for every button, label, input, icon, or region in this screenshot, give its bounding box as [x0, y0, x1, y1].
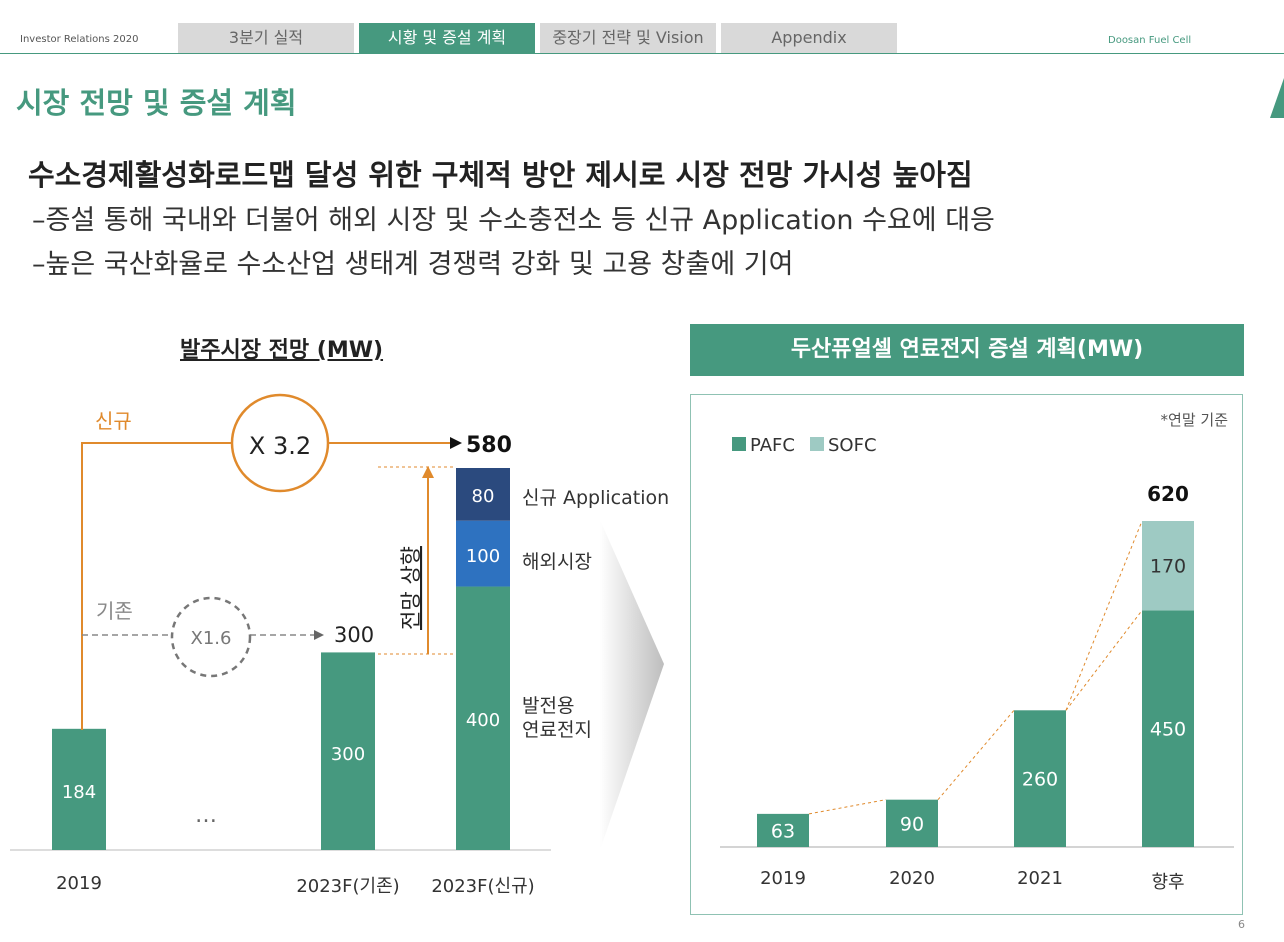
page-number: 6 — [1238, 918, 1245, 931]
label-power-fuel-cell: 발전용 연료전지 — [522, 695, 592, 741]
total-2023f-existing: 300 — [334, 623, 374, 647]
bars: 63 90 260 450 170 — [757, 521, 1194, 847]
right-chart-frame — [690, 394, 1243, 915]
bar-2023f-existing — [321, 652, 375, 850]
total-label-future: 620 — [1147, 482, 1189, 506]
bar-2023f-new-overseas — [456, 520, 510, 587]
bar-pafc-3 — [1142, 610, 1194, 847]
new-multiplier-circle — [230, 393, 330, 493]
new-arrow-head — [450, 437, 462, 449]
upward-arrow-head — [422, 466, 434, 478]
x-label-2023f-existing: 2023F(기존) — [296, 876, 399, 897]
bar-value-power: 400 — [466, 710, 500, 731]
label-overseas-market: 해외시장 — [522, 551, 592, 573]
connector-line-2 — [1065, 610, 1143, 711]
legend-sofc: SOFC — [828, 435, 877, 456]
connector-line-0 — [808, 799, 887, 815]
tab-q3-results[interactable]: 3분기 실적 — [178, 23, 354, 53]
connector-lines — [808, 520, 1143, 815]
bar-2019 — [52, 728, 106, 850]
bar-2023f-new-power — [456, 586, 510, 850]
market-outlook-chart: 184 300 400 100 80 300 580 2019 2023F(기존… — [10, 393, 669, 897]
existing-label: 기존 — [96, 599, 133, 623]
bullet-2: –높은 국산화율로 수소산업 생태계 경쟁력 강화 및 고용 창출에 기여 — [32, 249, 794, 280]
tab-market-expansion[interactable]: 시황 및 증설 계획 — [359, 23, 535, 53]
note: *연말 기준 — [1161, 411, 1229, 429]
tab-strategy-vision[interactable]: 중장기 전략 및 Vision — [540, 23, 716, 53]
x-label-2021: 2021 — [1017, 868, 1063, 889]
bar-value-pafc-1: 90 — [900, 813, 924, 835]
bar-pafc-1 — [886, 799, 938, 847]
right-chart-title: 두산퓨얼셀 연료전지 증설 계획(MW) — [690, 324, 1244, 376]
connector-line-total — [1065, 520, 1143, 711]
header-right-label: Doosan Fuel Cell — [1108, 35, 1192, 46]
bar-value-pafc-3: 450 — [1150, 719, 1186, 741]
bar-value-application: 80 — [472, 486, 495, 507]
x-label-2019: 2019 — [760, 868, 806, 889]
bar-value-pafc-2: 260 — [1022, 769, 1058, 791]
x-label-2023f-new: 2023F(신규) — [431, 876, 534, 897]
bar-value-sofc-3: 170 — [1150, 556, 1186, 578]
legend-pafc-swatch — [732, 437, 746, 451]
existing-arrow-head — [314, 630, 324, 640]
existing-multiplier-circle — [170, 596, 252, 678]
upward-label: 전망 상향 — [399, 546, 423, 630]
bar-value-pafc-0: 63 — [771, 820, 795, 842]
header-left-label: Investor Relations 2020 — [20, 34, 139, 45]
bar-pafc-0 — [757, 813, 809, 847]
bar-sofc-3 — [1142, 521, 1194, 611]
existing-multiplier: X1.6 — [191, 628, 232, 649]
tab-appendix[interactable]: Appendix — [721, 23, 897, 53]
new-path-line — [81, 442, 232, 730]
bar-value-2023f-existing: 300 — [331, 744, 365, 765]
legend-sofc-swatch — [810, 437, 824, 451]
x-label-2020: 2020 — [889, 868, 935, 889]
new-label: 신규 — [95, 409, 132, 433]
corner-accent — [1270, 78, 1284, 118]
ellipsis: … — [195, 803, 217, 828]
header-divider — [0, 53, 1284, 54]
connector-line-1 — [937, 709, 1015, 801]
new-multiplier: X 3.2 — [249, 432, 311, 460]
bar-pafc-2 — [1014, 710, 1066, 847]
label-new-application: 신규 Application — [522, 487, 669, 509]
legend-pafc: PAFC — [750, 435, 795, 456]
bar-2023f-new-application — [456, 468, 510, 521]
headline: 수소경제활성화로드맵 달성 위한 구체적 방안 제시로 시장 전망 가시성 높아… — [28, 158, 973, 192]
bar-value-overseas: 100 — [466, 546, 500, 567]
bar-value-2019: 184 — [62, 782, 96, 803]
bullet-1: –증설 통해 국내와 더불어 해외 시장 및 수소충전소 등 신규 Applic… — [32, 205, 995, 236]
zoom-funnel — [600, 520, 664, 850]
total-2023f-new: 580 — [466, 433, 512, 458]
x-label-2019: 2019 — [56, 873, 102, 894]
x-label-future: 향후 — [1151, 872, 1184, 893]
page-title: 시장 전망 및 증설 계획 — [16, 86, 297, 120]
left-chart-title: 발주시장 전망 (MW) — [180, 338, 384, 363]
